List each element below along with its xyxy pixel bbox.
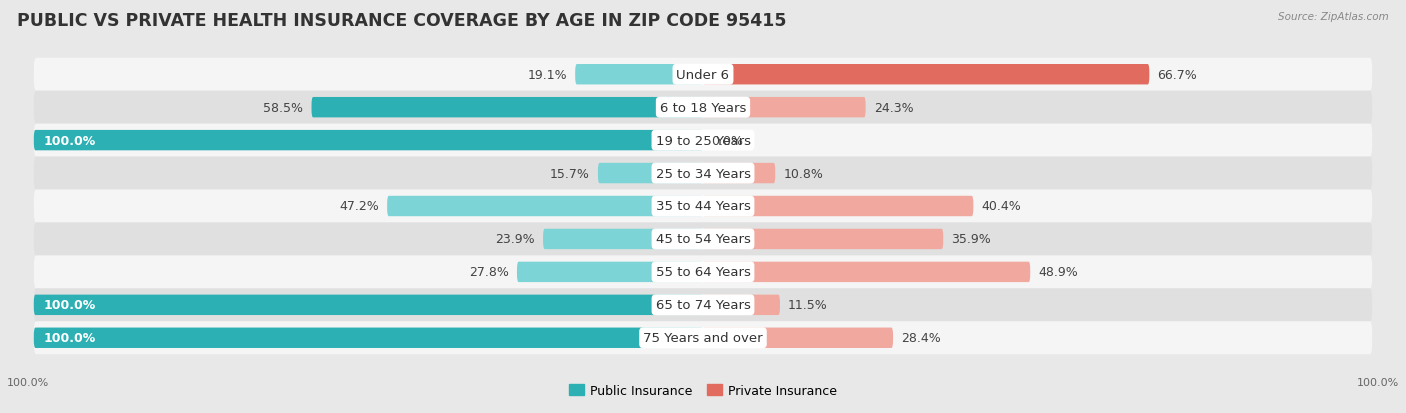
FancyBboxPatch shape (703, 262, 1031, 282)
Text: 100.0%: 100.0% (1357, 377, 1399, 387)
FancyBboxPatch shape (517, 262, 703, 282)
Text: 35 to 44 Years: 35 to 44 Years (655, 200, 751, 213)
Text: 100.0%: 100.0% (44, 332, 96, 344)
FancyBboxPatch shape (34, 328, 703, 348)
FancyBboxPatch shape (34, 59, 1372, 92)
FancyBboxPatch shape (543, 229, 703, 249)
Text: 19 to 25 Years: 19 to 25 Years (655, 134, 751, 147)
FancyBboxPatch shape (575, 65, 703, 85)
FancyBboxPatch shape (703, 164, 775, 184)
FancyBboxPatch shape (34, 295, 703, 315)
FancyBboxPatch shape (312, 98, 703, 118)
FancyBboxPatch shape (598, 164, 703, 184)
Text: PUBLIC VS PRIVATE HEALTH INSURANCE COVERAGE BY AGE IN ZIP CODE 95415: PUBLIC VS PRIVATE HEALTH INSURANCE COVER… (17, 12, 786, 30)
Text: 40.4%: 40.4% (981, 200, 1021, 213)
Text: 65 to 74 Years: 65 to 74 Years (655, 299, 751, 311)
Text: 47.2%: 47.2% (339, 200, 380, 213)
FancyBboxPatch shape (387, 196, 703, 217)
Text: 25 to 34 Years: 25 to 34 Years (655, 167, 751, 180)
Text: 35.9%: 35.9% (952, 233, 991, 246)
Text: 75 Years and over: 75 Years and over (643, 332, 763, 344)
Text: 48.9%: 48.9% (1038, 266, 1078, 279)
Text: 66.7%: 66.7% (1157, 69, 1197, 81)
Text: 0.0%: 0.0% (711, 134, 742, 147)
Text: 58.5%: 58.5% (263, 102, 304, 114)
Text: 6 to 18 Years: 6 to 18 Years (659, 102, 747, 114)
Text: 11.5%: 11.5% (787, 299, 828, 311)
Text: 10.8%: 10.8% (783, 167, 823, 180)
FancyBboxPatch shape (34, 131, 703, 151)
FancyBboxPatch shape (703, 229, 943, 249)
FancyBboxPatch shape (34, 190, 1372, 223)
Text: 45 to 54 Years: 45 to 54 Years (655, 233, 751, 246)
Text: 15.7%: 15.7% (550, 167, 591, 180)
Text: 27.8%: 27.8% (470, 266, 509, 279)
Legend: Public Insurance, Private Insurance: Public Insurance, Private Insurance (564, 379, 842, 402)
FancyBboxPatch shape (34, 223, 1372, 256)
FancyBboxPatch shape (703, 295, 780, 315)
FancyBboxPatch shape (34, 157, 1372, 190)
FancyBboxPatch shape (703, 98, 866, 118)
Text: 23.9%: 23.9% (495, 233, 536, 246)
FancyBboxPatch shape (34, 289, 1372, 321)
FancyBboxPatch shape (34, 256, 1372, 289)
Text: 55 to 64 Years: 55 to 64 Years (655, 266, 751, 279)
Text: Source: ZipAtlas.com: Source: ZipAtlas.com (1278, 12, 1389, 22)
FancyBboxPatch shape (703, 328, 893, 348)
Text: 100.0%: 100.0% (7, 377, 49, 387)
Text: 100.0%: 100.0% (44, 299, 96, 311)
Text: 100.0%: 100.0% (44, 134, 96, 147)
FancyBboxPatch shape (34, 92, 1372, 124)
FancyBboxPatch shape (703, 65, 1149, 85)
Text: Under 6: Under 6 (676, 69, 730, 81)
FancyBboxPatch shape (34, 124, 1372, 157)
FancyBboxPatch shape (34, 321, 1372, 354)
Text: 28.4%: 28.4% (901, 332, 941, 344)
Text: 19.1%: 19.1% (527, 69, 567, 81)
FancyBboxPatch shape (703, 196, 973, 217)
Text: 24.3%: 24.3% (873, 102, 914, 114)
